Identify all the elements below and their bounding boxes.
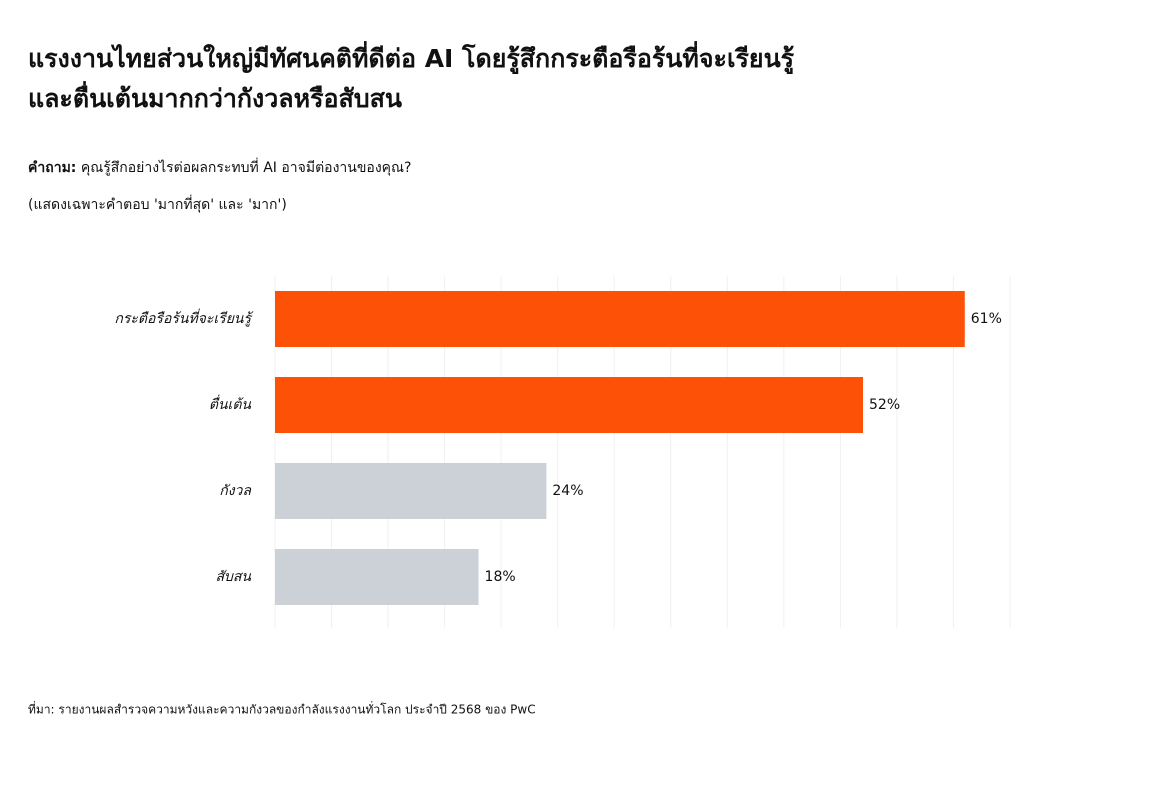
bar	[275, 377, 863, 433]
y-tick-label: สับสน	[215, 569, 251, 585]
question-label: คำถาม:	[28, 160, 76, 176]
bar	[275, 463, 547, 519]
chart-title: แรงงานไทยส่วนใหญ่มีทัศนคติที่ดีต่อ AI โด…	[28, 41, 795, 75]
question: คำถาม: คุณรู้สึกอย่างไรต่อผลกระทบที่ AI …	[28, 158, 411, 176]
y-tick-label: กระตือรือร้นที่จะเรียนรู้	[114, 308, 254, 327]
y-tick-label: กังวล	[219, 483, 252, 499]
source: ที่มา: รายงานผลสำรวจความหวังและความกังวล…	[28, 701, 536, 717]
value-label: 61%	[971, 311, 1002, 327]
y-tick-label: ตื่นเต้น	[209, 394, 252, 413]
value-label: 24%	[552, 483, 583, 499]
bar	[275, 291, 965, 347]
note: (แสดงเฉพาะคำตอบ 'มากที่สุด' และ 'มาก')	[28, 195, 287, 213]
question-text: คุณรู้สึกอย่างไรต่อผลกระทบที่ AI อาจมีต่…	[81, 158, 412, 176]
value-label: 52%	[869, 397, 900, 413]
value-label: 18%	[485, 569, 516, 585]
chart-title: และตื่นเต้นมากกว่ากังวลหรือสับสน	[28, 81, 402, 113]
bar	[275, 549, 479, 605]
